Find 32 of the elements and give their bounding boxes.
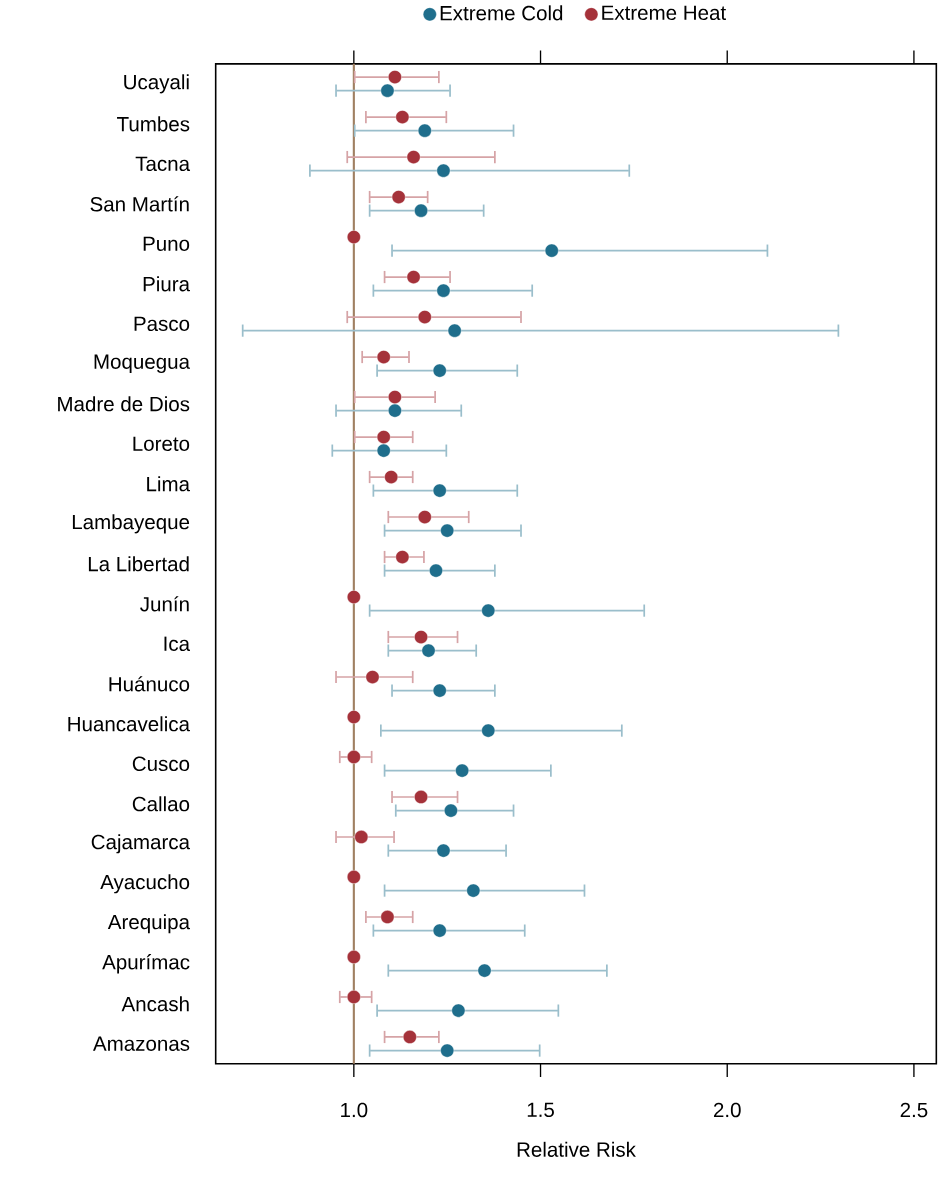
y-tick-label: Madre de Dios bbox=[58, 396, 190, 412]
x-tick-label: 2.0 bbox=[714, 1102, 741, 1118]
y-tick-label: Lambayeque bbox=[73, 514, 190, 534]
x-tick-label: 1.0 bbox=[341, 1102, 368, 1118]
y-tick-label: Huánuco bbox=[109, 676, 190, 692]
y-tick-label: Moquegua bbox=[94, 354, 191, 374]
y-tick-label: Tacna bbox=[135, 156, 191, 172]
y-tick-label: Apurímac bbox=[102, 954, 190, 974]
y-tick-label: La Libertad bbox=[89, 556, 189, 572]
x-axis-title: Relative Risk bbox=[517, 1141, 637, 1157]
legend-label: Extreme Cold bbox=[440, 5, 563, 21]
y-tick-label: Cusco bbox=[133, 756, 190, 772]
y-tick-label: Junín bbox=[140, 596, 189, 612]
y-tick-label: Puno bbox=[143, 236, 190, 252]
y-tick-label: Callao bbox=[133, 796, 190, 812]
y-tick-label: Piura bbox=[143, 276, 191, 292]
y-tick-label: Tumbes bbox=[117, 116, 190, 132]
y-tick-label: Loreto bbox=[133, 436, 190, 451]
y-tick-label: Cajamarca bbox=[91, 834, 191, 854]
y-tick-label: Ucayali bbox=[124, 74, 189, 94]
y-tick-label: Huancavelica bbox=[68, 716, 191, 732]
y-tick-label: Amazonas bbox=[93, 1036, 190, 1051]
y-tick-label: Ica bbox=[164, 636, 191, 651]
y-tick-label: Pasco bbox=[134, 316, 190, 331]
legend-label: Extreme Heat bbox=[602, 5, 727, 21]
y-tick-label: Ancash bbox=[121, 996, 189, 1012]
y-tick-label: Arequipa bbox=[108, 914, 191, 934]
y-tick-label: Ayacucho bbox=[100, 874, 190, 894]
x-tick-label: 2.5 bbox=[900, 1102, 928, 1118]
x-tick-label: 1.5 bbox=[528, 1102, 555, 1118]
y-tick-label: San Martín bbox=[90, 196, 189, 212]
y-tick-label: Lima bbox=[147, 476, 191, 492]
